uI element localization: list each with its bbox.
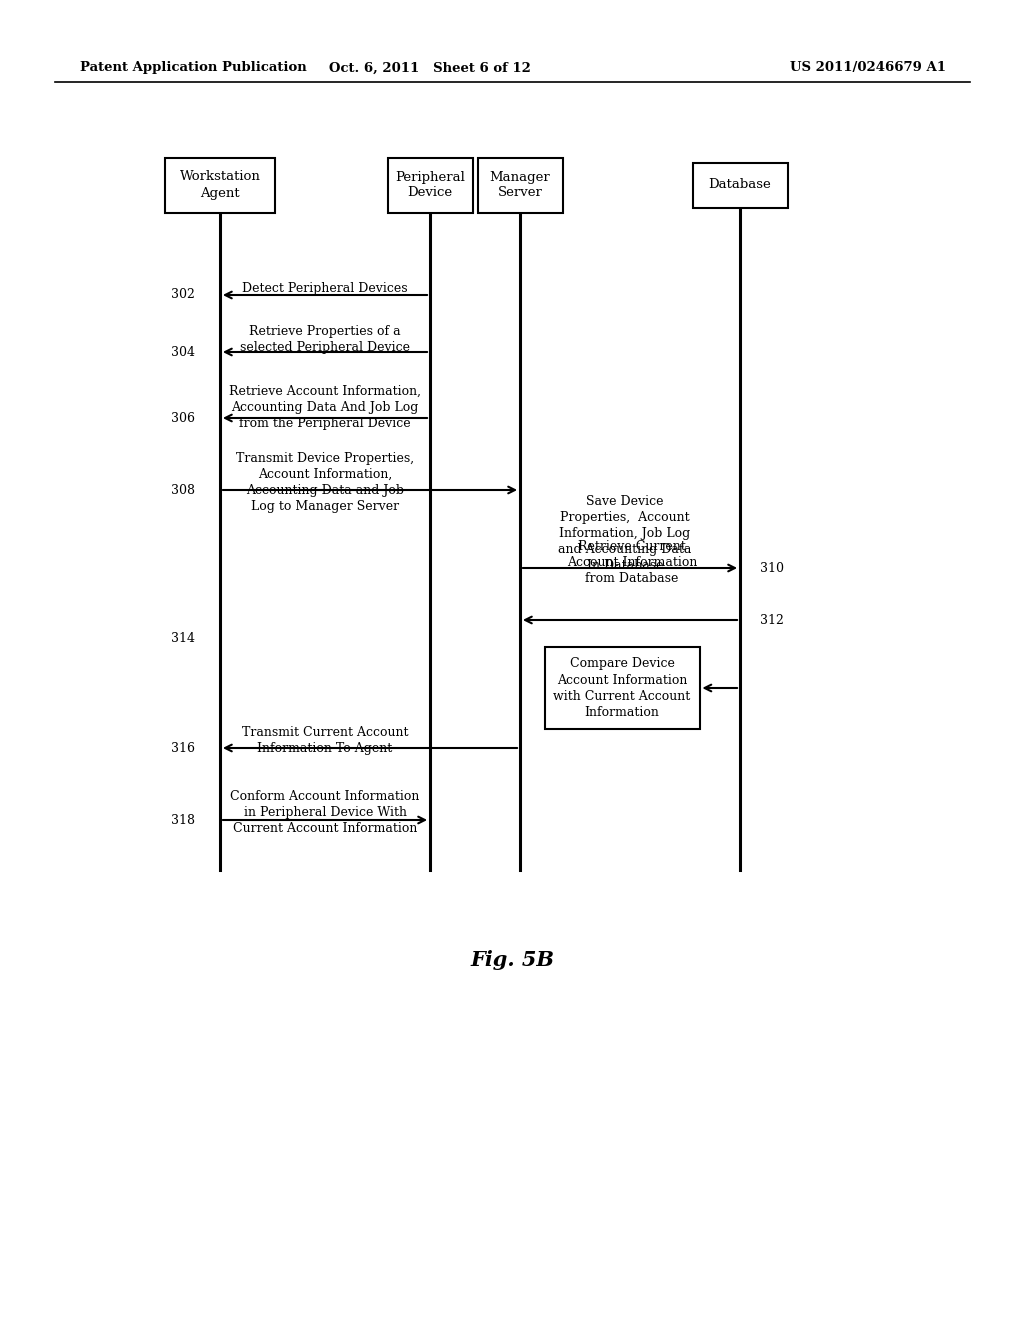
Text: Database: Database xyxy=(709,178,771,191)
Text: Retrieve Current
Account Information
from Database: Retrieve Current Account Information fro… xyxy=(567,540,697,585)
Text: Fig. 5B: Fig. 5B xyxy=(470,950,554,970)
Text: 312: 312 xyxy=(760,614,784,627)
Text: Save Device
Properties,  Account
Information, Job Log
and Accounting Data
In Dat: Save Device Properties, Account Informat… xyxy=(558,495,691,572)
Text: Retrieve Properties of a
selected Peripheral Device: Retrieve Properties of a selected Periph… xyxy=(240,325,410,354)
Text: Retrieve Account Information,
Accounting Data And Job Log
from the Peripheral De: Retrieve Account Information, Accounting… xyxy=(229,385,421,430)
Text: Detect Peripheral Devices: Detect Peripheral Devices xyxy=(243,282,408,294)
Text: US 2011/0246679 A1: US 2011/0246679 A1 xyxy=(790,62,946,74)
Text: Conform Account Information
in Peripheral Device With
Current Account Informatio: Conform Account Information in Periphera… xyxy=(230,789,420,836)
Text: 318: 318 xyxy=(171,813,195,826)
Bar xyxy=(165,157,275,213)
Text: Workstation
Agent: Workstation Agent xyxy=(179,170,260,199)
Text: Manager
Server: Manager Server xyxy=(489,170,550,199)
Text: Peripheral
Device: Peripheral Device xyxy=(395,170,465,199)
Text: Transmit Device Properties,
Account Information,
Accounting Data and Job
Log to : Transmit Device Properties, Account Info… xyxy=(236,451,414,513)
Text: 314: 314 xyxy=(171,631,195,644)
Text: 306: 306 xyxy=(171,412,195,425)
Text: 310: 310 xyxy=(760,561,784,574)
Bar xyxy=(477,157,562,213)
Text: Oct. 6, 2011   Sheet 6 of 12: Oct. 6, 2011 Sheet 6 of 12 xyxy=(329,62,530,74)
Bar xyxy=(545,647,699,729)
Bar xyxy=(692,162,787,207)
Text: 316: 316 xyxy=(171,742,195,755)
Text: 302: 302 xyxy=(171,289,195,301)
Text: 308: 308 xyxy=(171,483,195,496)
Text: 304: 304 xyxy=(171,346,195,359)
Text: Compare Device
Account Information
with Current Account
Information: Compare Device Account Information with … xyxy=(553,657,690,718)
Bar xyxy=(387,157,472,213)
Text: Transmit Current Account
Information To Agent: Transmit Current Account Information To … xyxy=(242,726,409,755)
Text: Patent Application Publication: Patent Application Publication xyxy=(80,62,307,74)
